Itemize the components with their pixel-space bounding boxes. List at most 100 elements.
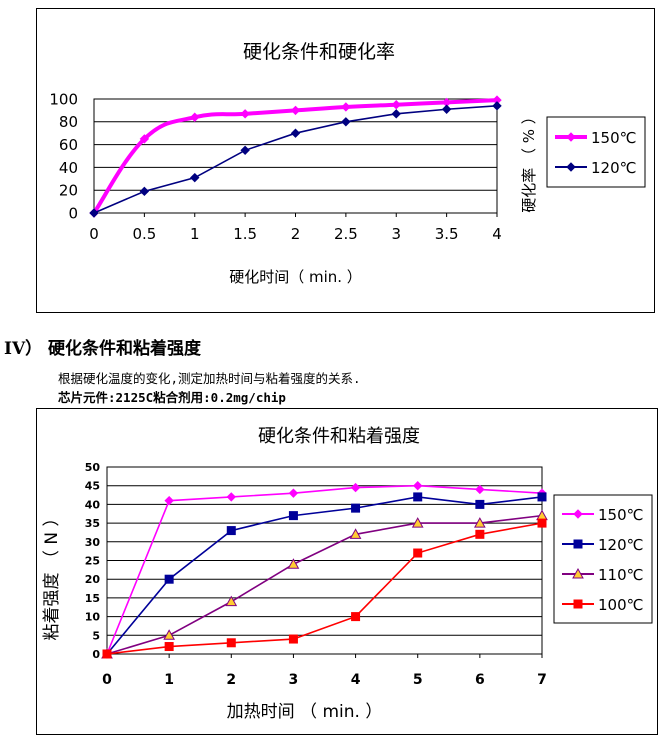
y-tick-label: 80 [59, 113, 78, 131]
y-tick-label: 40 [59, 159, 78, 177]
data-point [349, 528, 362, 539]
data-point [475, 484, 485, 495]
x-tick-label: 1 [164, 672, 174, 688]
data-point [290, 105, 301, 116]
data-point [288, 511, 298, 521]
plot-area-frame [93, 98, 498, 214]
x-tick-label: 0 [102, 672, 112, 688]
section-heading: IV） 硬化条件和粘着强度 [4, 339, 202, 359]
plot-area-frame [106, 466, 543, 655]
y-tick-label: 30 [85, 536, 101, 549]
x-tick-label: 3 [391, 225, 401, 243]
data-point [225, 595, 238, 607]
y-tick-label: 45 [85, 480, 100, 493]
x-tick-label: 2 [291, 225, 301, 243]
y-tick-label: 5 [92, 629, 100, 642]
legend-swatch-marker [572, 567, 584, 579]
y-axis-label: 粘着强度 （ N ） [42, 510, 62, 641]
data-point [163, 629, 175, 640]
data-point [413, 548, 423, 558]
adhesion-strength-chart-panel: 硬化条件和粘着强度 0 5 10 15 20 25 30 35 40 45 50 0 1 2 3 4 5 6 7 加热时… [36, 408, 658, 735]
legend-label: 120℃ [598, 536, 643, 554]
data-point [190, 112, 200, 122]
chart-title: 硬化条件和硬化率 [243, 41, 395, 63]
legend-box [553, 494, 653, 624]
x-tick-label: 2.5 [334, 225, 358, 243]
data-point [139, 134, 150, 144]
data-point [537, 492, 547, 502]
data-point [290, 128, 301, 138]
legend-label: 150℃ [591, 129, 636, 147]
data-point [351, 503, 361, 513]
series-line-2 [106, 496, 543, 655]
cure-rate-chart-panel: 硬化条件和硬化率 0 20 40 60 80 100 0 0.5 1 1.5 2 2.5 3 3.5 4 硬化时… [36, 8, 655, 313]
data-point [164, 574, 174, 584]
data-point [391, 109, 401, 119]
y-tick-label: 20 [85, 573, 101, 586]
data-point [164, 642, 174, 652]
data-point [411, 517, 424, 528]
legend-swatch-marker [566, 132, 576, 142]
x-tick-label: 6 [475, 672, 485, 688]
data-point [288, 634, 298, 644]
data-point [341, 102, 351, 112]
data-point [474, 517, 486, 528]
data-point [287, 558, 300, 569]
data-point [441, 104, 452, 114]
data-point [240, 145, 250, 156]
data-point [536, 509, 548, 521]
series-line-3 [106, 514, 543, 655]
data-point [391, 99, 401, 110]
y-tick-label: 10 [85, 611, 101, 624]
y-tick-label: 20 [59, 182, 78, 200]
data-point [288, 488, 299, 498]
legend-label: 110℃ [598, 566, 643, 584]
data-point [492, 101, 502, 111]
description-line: 根据硬化温度的变化,测定加热时间与粘着强度的关系. [58, 371, 361, 386]
x-tick-label: 4 [351, 672, 361, 688]
chart-title: 硬化条件和粘着强度 [258, 426, 420, 447]
data-point [351, 612, 361, 622]
y-axis-label: 硬化率 （ % ） [520, 109, 538, 213]
legend-label: 100℃ [598, 596, 643, 614]
legend-swatch-marker [566, 162, 576, 172]
y-tick-label: 25 [85, 554, 100, 567]
data-point [190, 172, 200, 183]
legend-label: 150℃ [598, 506, 643, 524]
x-axis-label: 硬化时间（ min. ） [229, 268, 362, 286]
y-tick-label: 50 [85, 461, 101, 474]
legend-swatch-marker [573, 509, 583, 519]
y-tick-label: 0 [68, 204, 78, 222]
x-tick-label: 1 [190, 225, 200, 243]
data-point [139, 186, 150, 197]
x-tick-label: 0.5 [132, 225, 156, 243]
x-tick-label: 3.5 [435, 225, 459, 243]
x-tick-label: 7 [537, 672, 547, 688]
data-point [475, 499, 485, 509]
x-tick-label: 0 [89, 225, 99, 243]
data-point [413, 492, 423, 502]
x-tick-label: 4 [492, 225, 502, 243]
x-tick-label: 1.5 [233, 225, 257, 243]
y-tick-label: 35 [85, 517, 100, 530]
data-point [226, 492, 236, 502]
legend-label: 120℃ [591, 159, 636, 177]
x-axis-label: 加热时间 （ min. ） [227, 702, 383, 722]
data-point [164, 495, 174, 506]
y-tick-label: 100 [49, 90, 78, 108]
x-tick-label: 2 [226, 672, 236, 688]
y-tick-label: 0 [92, 648, 100, 661]
component-spec-line: 芯片元件:2125C粘合剂用:0.2mg/chip [58, 390, 286, 405]
y-tick-label: 40 [85, 498, 101, 511]
data-point [89, 208, 99, 218]
data-point [413, 480, 423, 491]
series-line-1 [92, 98, 498, 215]
series-line-1 [106, 484, 543, 655]
legend-swatch-marker [573, 599, 583, 609]
data-point [226, 638, 236, 648]
cure-rate-chart: 硬化条件和硬化率 0 20 40 60 80 100 0 0.5 1 1.5 2 2.5 3 3.5 4 硬化时… [49, 41, 646, 286]
data-point [341, 117, 351, 127]
data-point [475, 529, 485, 539]
legend-swatch-marker [573, 539, 583, 549]
